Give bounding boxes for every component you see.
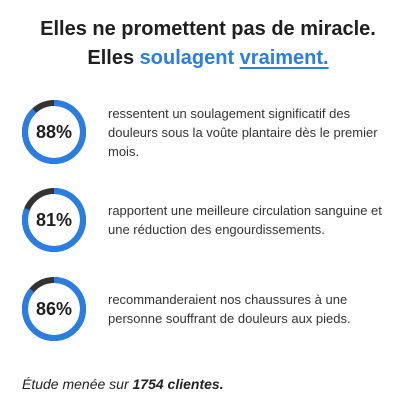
title-text: Elles bbox=[87, 47, 135, 69]
title-line: Elles soulagent vraiment. bbox=[0, 47, 416, 70]
ring-progress bbox=[22, 188, 86, 252]
ring-label: 86% bbox=[36, 299, 72, 319]
footer-text: Étude menée sur bbox=[22, 376, 129, 392]
ring-progress bbox=[22, 277, 86, 341]
ring-label: 88% bbox=[36, 122, 72, 142]
footer: Étude menée sur 1754 clientes. bbox=[22, 376, 224, 392]
title-line: Elles ne promettent pas de miracle. bbox=[40, 18, 376, 40]
title-highlight: soulagent bbox=[139, 47, 235, 69]
ring: 88% bbox=[22, 100, 86, 164]
ring: 86% bbox=[22, 277, 86, 341]
stat-row: 86% recommanderaient nos chaussures à une… bbox=[0, 267, 416, 347]
title-highlight: vraiment. bbox=[239, 47, 329, 69]
stat-text: rapportent une meilleure circulation san… bbox=[108, 203, 382, 237]
stat-row: 81% rapportent une meilleure circulation … bbox=[0, 178, 416, 258]
footer-emphasis: 1754 clientes. bbox=[132, 376, 224, 392]
stat-text: recommanderaient nos chaussures à une pe… bbox=[108, 292, 351, 326]
ring-progress bbox=[22, 100, 86, 164]
stat-row: 88% ressentent un soulagement significati… bbox=[0, 90, 416, 170]
ring: 81% bbox=[22, 188, 86, 252]
stat-text: ressentent un soulagement significatif d… bbox=[108, 106, 378, 159]
ring-label: 81% bbox=[36, 210, 72, 230]
